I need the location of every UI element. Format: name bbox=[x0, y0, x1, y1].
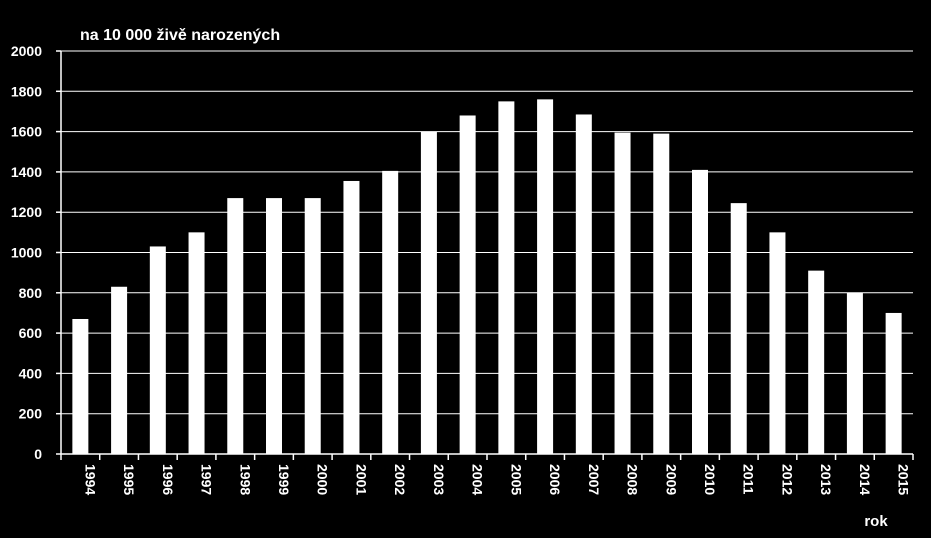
x-tick-label: 2007 bbox=[586, 464, 602, 495]
bar bbox=[885, 312, 902, 454]
bar bbox=[149, 246, 166, 454]
bar bbox=[382, 170, 399, 454]
x-tick-label: 2001 bbox=[353, 464, 369, 495]
bar bbox=[266, 198, 282, 454]
x-tick-label: 2004 bbox=[470, 464, 486, 495]
bar bbox=[808, 270, 825, 454]
x-tick-label: 2003 bbox=[431, 464, 447, 495]
bar bbox=[343, 180, 360, 454]
bar bbox=[614, 132, 631, 455]
x-tick-label: 2010 bbox=[702, 464, 718, 495]
x-tick-label: 1999 bbox=[276, 464, 292, 495]
y-tick-label: 800 bbox=[19, 285, 43, 301]
x-tick-label: 1995 bbox=[121, 464, 137, 495]
y-tick-labels: 0 200 400 600 800 1000 1200 1400 1600 1800 2000 bbox=[11, 43, 61, 462]
y-tick-label: 2000 bbox=[11, 43, 42, 59]
y-tick-label: 1600 bbox=[11, 124, 42, 140]
x-tick-label: 2006 bbox=[547, 464, 563, 495]
bar bbox=[730, 203, 747, 454]
x-tick-label: 2011 bbox=[741, 464, 757, 495]
x-tick-label: 2008 bbox=[625, 464, 641, 495]
bar bbox=[188, 232, 205, 454]
x-tick-label: 1994 bbox=[82, 464, 98, 495]
y-tick-label: 1400 bbox=[11, 164, 42, 180]
y-tick-label: 1800 bbox=[11, 83, 42, 99]
bar bbox=[227, 198, 244, 454]
x-tick-label: 1997 bbox=[199, 464, 215, 495]
y-tick-label: 400 bbox=[19, 365, 43, 381]
y-axis-label: na 10 000 živě narozených bbox=[80, 27, 280, 44]
bar bbox=[575, 114, 592, 454]
x-tick-label: 2009 bbox=[663, 464, 679, 495]
bar bbox=[692, 169, 708, 454]
x-tick-label: 2012 bbox=[779, 464, 795, 495]
bar bbox=[846, 292, 863, 454]
bar bbox=[72, 318, 89, 454]
bars bbox=[72, 99, 902, 455]
x-tick-label: 1996 bbox=[160, 464, 176, 495]
y-tick-label: 200 bbox=[19, 406, 43, 422]
bar bbox=[653, 133, 670, 455]
x-tick-label: 2015 bbox=[896, 464, 912, 495]
bar bbox=[537, 99, 554, 455]
y-tick-label: 0 bbox=[34, 446, 42, 462]
bar bbox=[498, 101, 515, 454]
x-tick-labels: 1994 1995 1996 1997 1998 1999 2000 2001 2002 2003… bbox=[60, 454, 914, 495]
x-tick-label: 2013 bbox=[818, 464, 834, 495]
x-tick-label: 2002 bbox=[392, 464, 408, 495]
x-tick-label: 1998 bbox=[237, 464, 253, 495]
y-tick-label: 1200 bbox=[11, 204, 42, 220]
bar bbox=[459, 115, 476, 454]
x-tick-label: 2000 bbox=[315, 464, 331, 495]
bar bbox=[420, 131, 437, 454]
y-tick-label: 1000 bbox=[11, 245, 42, 261]
bar bbox=[304, 198, 321, 454]
x-axis-label: rok bbox=[864, 513, 888, 530]
bar bbox=[769, 232, 786, 454]
bar bbox=[111, 286, 128, 454]
y-tick-label: 600 bbox=[19, 325, 43, 341]
x-tick-label: 2005 bbox=[508, 464, 524, 495]
x-tick-label: 2014 bbox=[857, 464, 873, 495]
